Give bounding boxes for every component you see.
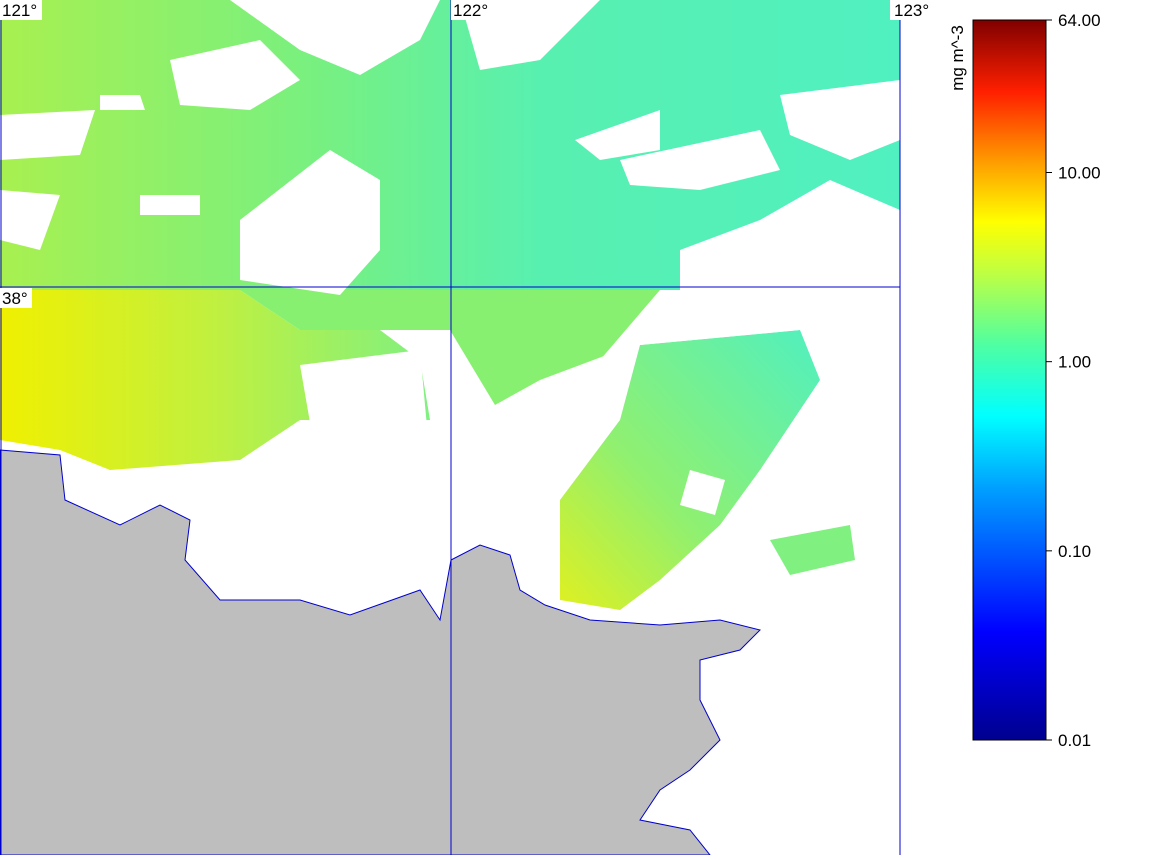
- water-west: [0, 290, 430, 470]
- lon-label: 121°: [2, 1, 37, 20]
- lon-label: 123°: [894, 1, 929, 20]
- colorbar-tick-label: 0.10: [1058, 542, 1091, 561]
- colorbar: mg m^-3 64.00 10.00 1.00 0.10 0.01: [948, 11, 1101, 750]
- label-bg: [0, 288, 32, 308]
- cloud: [170, 40, 300, 110]
- water-mid: [240, 290, 660, 405]
- cloud: [575, 110, 660, 160]
- colorbar-tick-label: 1.00: [1058, 353, 1091, 372]
- cloud: [230, 0, 440, 75]
- lat-label: 38°: [2, 289, 28, 308]
- land: [0, 449, 761, 856]
- cloud: [780, 80, 900, 160]
- map: 121° 122° 123° 38°: [0, 0, 934, 856]
- label-bg: [890, 0, 934, 20]
- label-bg: [0, 0, 42, 20]
- colorbar-tick-label: 10.00: [1058, 164, 1101, 183]
- cloud: [0, 190, 60, 250]
- lon-label: 122°: [453, 1, 488, 20]
- colorbar-tick-label: 0.01: [1058, 731, 1091, 750]
- colorbar-title: mg m^-3: [948, 25, 967, 91]
- water-patch: [770, 525, 855, 575]
- cloud: [0, 110, 95, 160]
- cloud: [600, 290, 900, 450]
- cloud: [240, 150, 380, 295]
- colorbar-ramp: [972, 19, 1047, 741]
- cloud: [680, 470, 725, 515]
- cloud: [620, 130, 780, 190]
- label-bg: [451, 0, 495, 20]
- colorbar-tick-label: 64.00: [1058, 11, 1101, 30]
- cloud: [300, 350, 430, 500]
- cloud: [100, 95, 145, 110]
- cloud: [680, 180, 900, 290]
- cloud: [140, 195, 200, 215]
